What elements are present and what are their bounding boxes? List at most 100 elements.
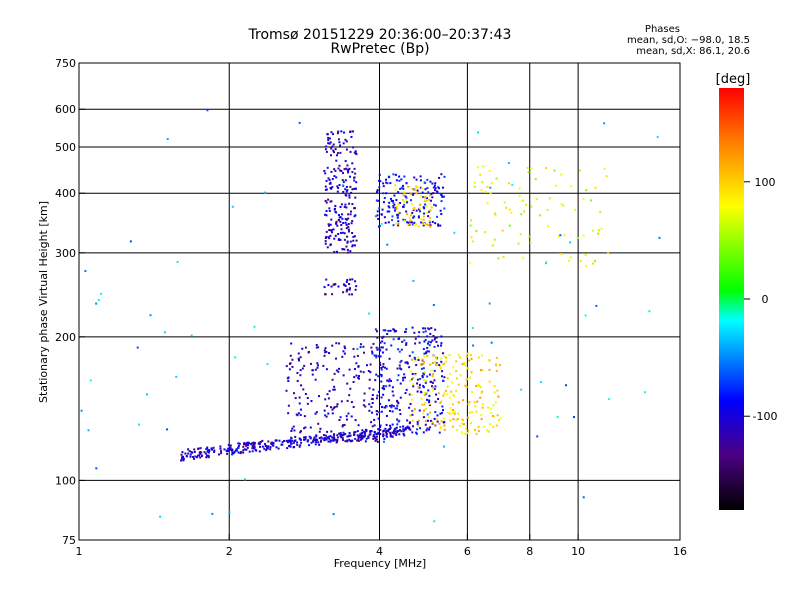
data-point	[340, 228, 343, 231]
data-point	[486, 185, 489, 188]
data-point	[344, 203, 347, 206]
data-point	[426, 375, 429, 378]
data-point	[329, 229, 332, 232]
data-point	[320, 436, 323, 439]
data-point	[382, 387, 385, 390]
data-point	[412, 377, 415, 380]
data-point	[361, 435, 364, 438]
data-point	[251, 444, 254, 447]
data-point	[438, 431, 441, 434]
data-point	[379, 180, 382, 183]
data-point	[490, 411, 493, 414]
data-point	[324, 398, 327, 401]
data-point	[397, 337, 400, 340]
data-point	[489, 423, 492, 426]
data-point	[381, 346, 384, 349]
data-point	[231, 205, 234, 208]
data-point	[410, 221, 413, 224]
data-point	[441, 195, 444, 198]
data-point	[494, 401, 497, 404]
data-point	[348, 293, 351, 296]
data-point	[462, 419, 465, 422]
data-point	[344, 179, 347, 182]
data-point	[658, 236, 661, 239]
data-point	[410, 393, 413, 396]
data-point	[408, 366, 411, 369]
data-point	[385, 432, 388, 435]
data-point	[417, 359, 420, 362]
data-point	[430, 193, 433, 196]
data-point	[368, 387, 371, 390]
data-point	[347, 412, 350, 415]
data-point	[434, 400, 437, 403]
data-point	[383, 366, 386, 369]
data-point	[322, 364, 325, 367]
data-point	[431, 385, 434, 388]
data-point	[378, 179, 381, 182]
data-point	[374, 437, 377, 440]
data-point	[403, 373, 406, 376]
data-point	[211, 448, 214, 451]
data-point	[576, 237, 579, 240]
data-point	[423, 340, 426, 343]
data-point	[100, 292, 103, 295]
data-point	[330, 200, 333, 203]
data-point	[430, 327, 433, 330]
data-point	[391, 199, 394, 202]
data-point	[353, 368, 356, 371]
data-point	[416, 378, 419, 381]
data-point	[338, 432, 341, 435]
data-point	[428, 394, 431, 397]
data-point	[429, 224, 432, 227]
data-point	[520, 388, 523, 391]
data-point	[426, 350, 429, 353]
data-point	[342, 131, 345, 134]
data-point	[340, 223, 343, 226]
data-point	[333, 250, 336, 253]
data-point	[333, 372, 336, 375]
data-point	[442, 445, 445, 448]
data-point	[443, 195, 446, 198]
data-point	[422, 224, 425, 227]
data-point	[487, 406, 490, 409]
data-point	[363, 399, 366, 402]
data-point	[226, 450, 229, 453]
data-point	[413, 206, 416, 209]
data-point	[475, 432, 478, 435]
data-point	[463, 432, 466, 435]
data-point	[364, 440, 367, 443]
data-point	[397, 213, 400, 216]
data-point	[503, 201, 506, 204]
data-point	[337, 219, 340, 222]
data-point	[440, 173, 443, 176]
data-point	[390, 197, 393, 200]
data-point	[332, 228, 335, 231]
data-point	[431, 361, 434, 364]
data-point	[337, 186, 340, 189]
data-point	[335, 439, 338, 442]
data-point	[353, 431, 356, 434]
data-point	[227, 447, 230, 450]
data-point	[396, 429, 399, 432]
data-point	[383, 440, 386, 443]
data-point	[432, 335, 435, 338]
data-point	[382, 365, 385, 368]
data-point	[461, 363, 464, 366]
data-point	[389, 404, 392, 407]
data-point	[350, 401, 353, 404]
data-point	[289, 441, 292, 444]
data-point	[392, 394, 395, 397]
data-point	[399, 361, 402, 364]
data-point	[383, 438, 386, 441]
data-point	[391, 390, 394, 393]
data-point	[296, 379, 299, 382]
data-point	[331, 133, 334, 136]
data-point	[410, 214, 413, 217]
data-point	[484, 190, 487, 193]
data-point	[440, 213, 443, 216]
data-point	[424, 420, 427, 423]
data-point	[378, 186, 381, 189]
data-point	[323, 349, 326, 352]
data-point	[298, 402, 301, 405]
data-point	[384, 427, 387, 430]
